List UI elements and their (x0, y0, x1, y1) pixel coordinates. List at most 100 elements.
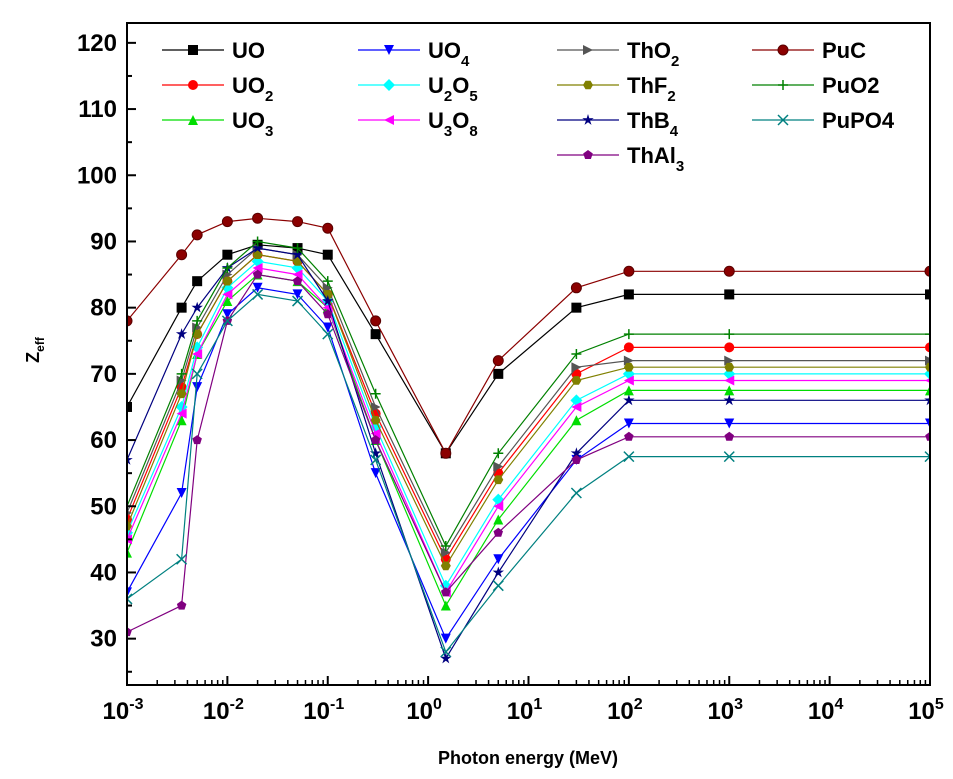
series-line-pupo4 (127, 293, 930, 654)
data-point-thf2 (440, 561, 451, 571)
data-point-uo (192, 276, 203, 287)
legend-marker (777, 114, 789, 126)
data-point-uo (493, 368, 504, 379)
legend-label: UO4 (428, 38, 470, 70)
legend-marker (383, 79, 395, 91)
series-line-uo (127, 244, 930, 455)
data-point-puc (322, 222, 334, 234)
data-point-thal3 (176, 600, 187, 610)
data-point-thb4 (369, 447, 382, 459)
data-point-uo4 (176, 488, 187, 499)
data-point-thal3 (493, 527, 503, 537)
legend-label: PuC (822, 38, 866, 63)
legend-item-uo: UO (162, 38, 265, 63)
x-tick-label: 100 (406, 696, 442, 725)
x-axis: 10-3 10-2 10-1 100 101 102 103 104 105 (103, 676, 944, 725)
series-layer (127, 212, 930, 664)
data-point-uo (724, 289, 735, 300)
legend-label: ThB4 (627, 108, 679, 140)
data-point-thf2 (192, 329, 203, 339)
series-line-tho2 (127, 247, 930, 554)
data-point-thb4 (492, 566, 504, 578)
data-point-thb4 (175, 328, 188, 339)
data-point-uo4 (192, 382, 203, 393)
data-point-u3o8 (370, 428, 381, 439)
data-point-pupo4 (127, 593, 133, 605)
x-tick-label: 103 (707, 696, 743, 725)
y-tick-label: 80 (90, 295, 117, 322)
legend-item-uo2: UO2 (162, 73, 273, 105)
legend-marker (777, 44, 789, 56)
data-point-puc (924, 265, 930, 277)
data-point-puo2 (571, 349, 582, 359)
legend-item-puc: PuC (752, 38, 866, 63)
data-point-uo3 (925, 385, 930, 396)
data-point-thal3 (571, 454, 582, 464)
series-pupo4 (127, 288, 930, 658)
data-point-uo (176, 302, 187, 313)
data-point-puo2 (322, 276, 333, 287)
data-point-thf2 (571, 376, 582, 385)
legend-label: ThO2 (627, 38, 679, 70)
y-axis-label-main: Z (23, 352, 43, 363)
legend-marker (188, 80, 198, 90)
data-point-puc (191, 229, 203, 241)
x-tick-label: 10-1 (303, 696, 344, 725)
data-point-uo (322, 249, 333, 260)
data-point-thal3 (127, 627, 132, 637)
legend-label: UO3 (232, 108, 273, 140)
data-point-puc (723, 265, 735, 277)
data-point-u3o8 (192, 349, 203, 359)
series-uo2 (127, 249, 930, 565)
data-point-uo (222, 249, 233, 260)
y-tick-label: 50 (90, 493, 117, 520)
data-point-u3o8 (623, 375, 634, 386)
data-point-puo2 (623, 329, 634, 340)
data-point-tho2 (440, 547, 451, 558)
data-point-thf2 (176, 389, 187, 399)
series-thf2 (127, 250, 930, 571)
x-tick-label: 104 (808, 696, 844, 725)
data-point-uo4 (493, 554, 504, 565)
data-point-tho2 (571, 362, 582, 373)
legend-marker (583, 150, 593, 159)
series-u3o8 (127, 262, 930, 598)
data-point-uo2 (724, 342, 735, 353)
data-point-puc (370, 315, 382, 327)
legend-marker (582, 114, 594, 125)
data-point-thb4 (623, 394, 635, 406)
data-point-puo2 (724, 329, 735, 340)
x-axis-label: Photon energy (MeV) (438, 748, 618, 768)
data-point-u3o8 (252, 262, 263, 273)
legend-item-tho2: ThO2 (557, 38, 679, 70)
data-point-puo2 (292, 243, 303, 254)
data-point-thal3 (323, 309, 333, 319)
data-point-puc (623, 265, 635, 277)
series-thal3 (127, 269, 930, 637)
data-point-thal3 (370, 435, 381, 445)
data-point-uo3 (724, 385, 735, 396)
data-point-puo2 (192, 315, 203, 326)
data-point-uo4 (222, 309, 233, 320)
data-point-pupo4 (191, 368, 203, 380)
data-point-thf2 (493, 475, 504, 485)
series-line-uo4 (127, 287, 930, 640)
y-tick-label: 100 (77, 162, 117, 189)
series-uo (127, 239, 930, 459)
series-line-puo2 (127, 240, 930, 548)
data-point-thf2 (127, 521, 132, 531)
y-tick-label: 40 (90, 559, 117, 586)
series-line-u2o5 (127, 260, 930, 587)
x-tick-label: 10-2 (203, 696, 244, 725)
data-point-thb4 (251, 242, 264, 253)
legend-item-puo2: PuO2 (752, 73, 879, 98)
legend-item-thb4: ThB4 (557, 108, 679, 140)
data-point-uo4 (127, 587, 132, 598)
data-point-puo2 (370, 388, 381, 399)
data-point-u3o8 (222, 289, 233, 300)
legend-label: UO (232, 38, 265, 63)
data-point-thal3 (252, 269, 263, 279)
x-tick-label: 105 (908, 696, 944, 725)
legend-marker (188, 115, 198, 125)
data-point-thf2 (370, 415, 381, 425)
